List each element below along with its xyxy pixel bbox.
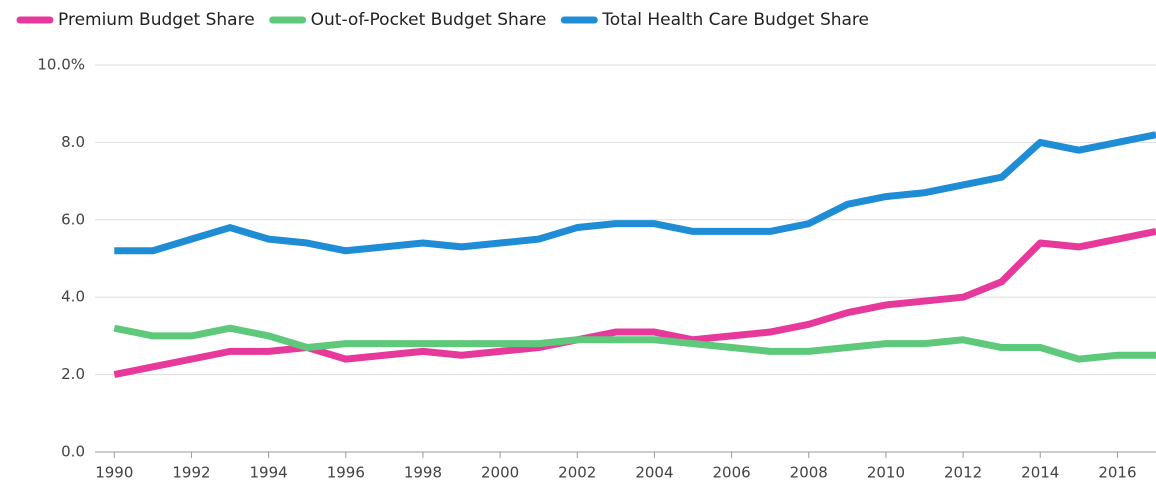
x-tick-label: 2010 [867, 464, 905, 482]
x-tick-label: 2012 [944, 464, 982, 482]
x-tick-label: 2004 [635, 464, 673, 482]
y-tick-label: 2.0 [61, 365, 85, 383]
x-tick-label: 2008 [790, 464, 828, 482]
x-tick-label: 2002 [558, 464, 596, 482]
series-line [113, 324, 1156, 363]
legend-label: Out-of-Pocket Budget Share [311, 10, 547, 30]
x-tick-label: 2000 [481, 464, 519, 482]
series-line [114, 131, 1156, 255]
y-tick-label: 6.0 [61, 210, 85, 228]
legend-label: Total Health Care Budget Share [601, 10, 869, 30]
x-tick-label: 1994 [250, 464, 288, 482]
x-tick-label: 1992 [172, 464, 210, 482]
x-tick-label: 2016 [1098, 464, 1136, 482]
x-tick-label: 1996 [327, 464, 365, 482]
x-tick-label: 2014 [1021, 464, 1059, 482]
y-tick-label: 4.0 [61, 288, 85, 306]
y-tick-label: 8.0 [61, 133, 85, 151]
y-tick-label: 10.0% [37, 56, 85, 74]
x-tick-label: 2006 [713, 464, 751, 482]
series-line [113, 227, 1156, 379]
x-tick-label: 1990 [95, 464, 133, 482]
x-tick-label: 1998 [404, 464, 442, 482]
legend-label: Premium Budget Share [58, 10, 255, 30]
y-tick-label: 0.0 [61, 443, 85, 461]
